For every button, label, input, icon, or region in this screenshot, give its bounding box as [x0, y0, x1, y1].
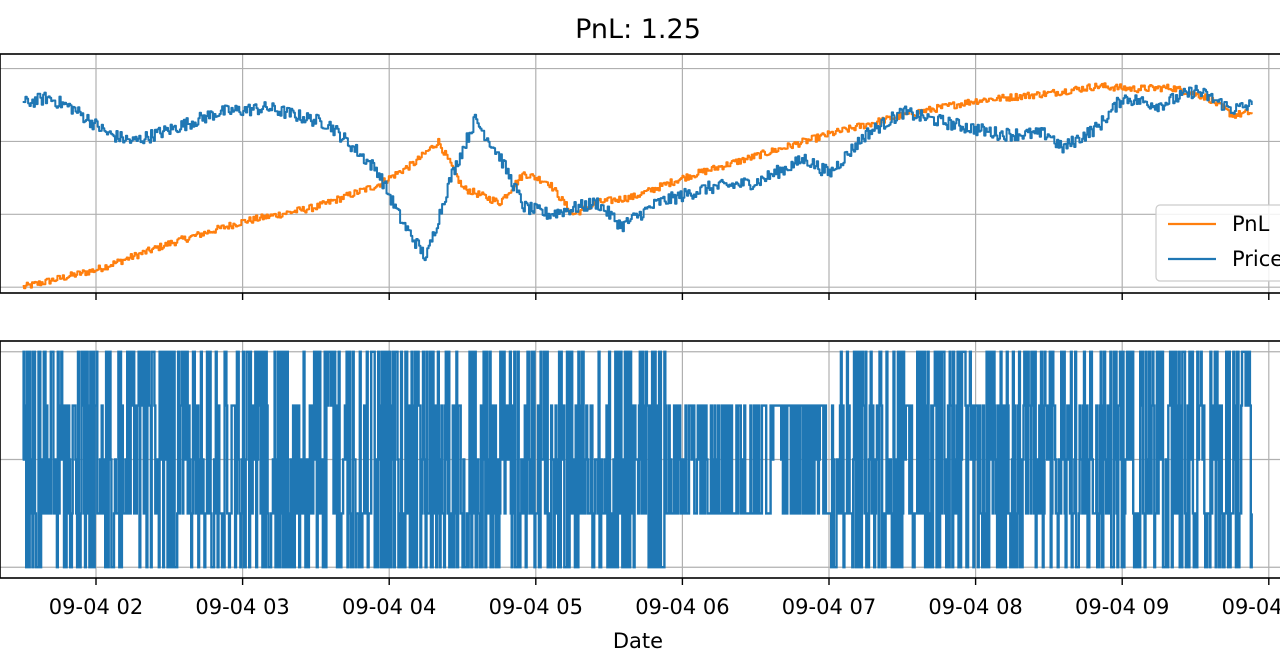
legend-label-pnl: PnL	[1232, 212, 1270, 236]
bottom-axes-frame	[0, 340, 1280, 579]
x-tick-label: 09-04 06	[635, 595, 729, 619]
top-panel: PnL Price	[0, 53, 1280, 300]
x-tick-label: 09-04 08	[928, 595, 1022, 619]
x-tick-label: 09-04 07	[782, 595, 876, 619]
bottom-panel: 09-04 02 09-04 03 09-04 04 09-04 05 09-04 06…	[0, 340, 1280, 619]
chart-title: PnL: 1.25	[575, 14, 701, 45]
legend-label-price: Price	[1232, 247, 1280, 271]
bottom-x-ticks: 09-04 02 09-04 03 09-04 04 09-04 05 09-04 06…	[49, 578, 1280, 619]
x-tick-label: 09-04 09	[1075, 595, 1169, 619]
x-axis-label: Date	[613, 629, 663, 653]
x-tick-label: 09-04 02	[49, 595, 143, 619]
bottom-series-group	[22, 350, 1253, 569]
x-tick-label: 09-04 04	[342, 595, 436, 619]
series-line-price	[22, 84, 1253, 262]
x-tick-label: 09-04 03	[195, 595, 289, 619]
position-signal-line	[22, 350, 1253, 569]
x-tick-label: 09-04 05	[489, 595, 583, 619]
top-axes-frame	[0, 53, 1280, 294]
top-x-ticks	[95, 293, 1270, 300]
series-line-pnl	[22, 82, 1253, 290]
legend: PnL Price	[1155, 204, 1280, 282]
x-tick-label: 09-04 10	[1222, 595, 1280, 619]
top-series-group	[22, 82, 1253, 290]
